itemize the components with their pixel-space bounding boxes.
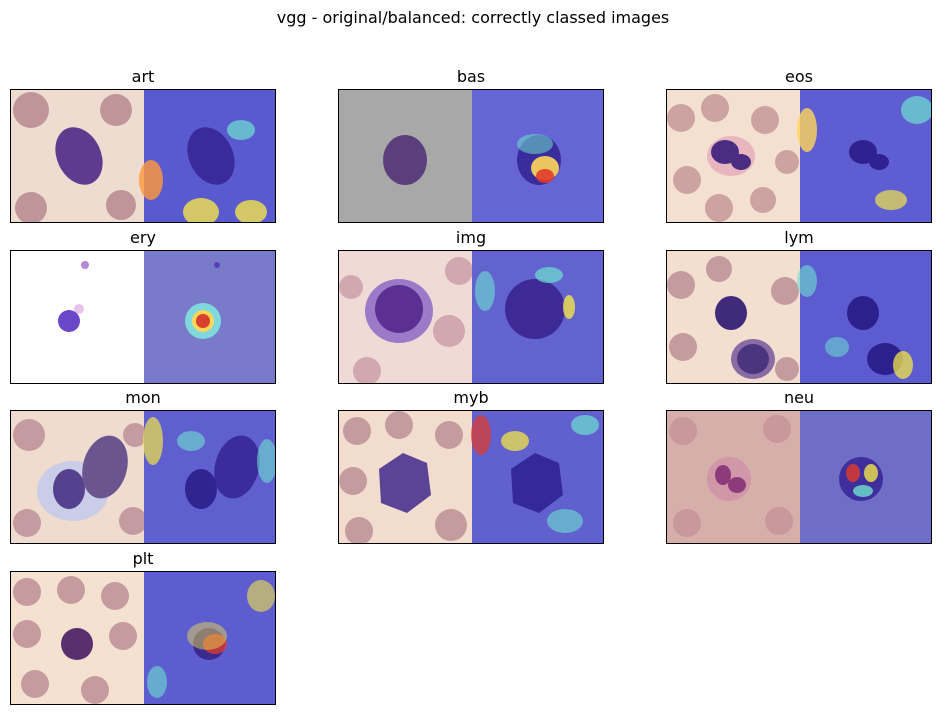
image-pair [10, 410, 276, 544]
cell-image-svg [339, 251, 603, 383]
cell-image-svg [667, 411, 931, 543]
panel-title: img [455, 228, 487, 247]
cell-image-svg [11, 90, 275, 222]
cell-image-svg [667, 90, 931, 222]
panel-title: plt [132, 549, 154, 568]
image-pair [666, 89, 932, 223]
cell-image-svg [339, 90, 603, 222]
cell-image-svg [667, 251, 931, 383]
panel-title: bas [456, 67, 486, 86]
image-pair [338, 410, 604, 544]
panel-title: ery [130, 228, 156, 247]
image-pair [10, 250, 276, 384]
image-pair [666, 410, 932, 544]
panel-title: lym [784, 228, 814, 247]
image-pair [10, 571, 276, 705]
cell-image-svg [11, 251, 275, 383]
panel-title: art [131, 67, 155, 86]
panel-title: neu [783, 388, 815, 407]
cell-image-svg [11, 411, 275, 543]
image-pair [10, 89, 276, 223]
panel-title: myb [453, 388, 489, 407]
image-pair [338, 250, 604, 384]
panel-title: eos [785, 67, 813, 86]
cell-image-svg [11, 572, 275, 704]
panel-title: mon [125, 388, 161, 407]
figure-title: vgg - original/balanced: correctly class… [276, 8, 670, 27]
image-pair [666, 250, 932, 384]
cell-image-svg [339, 411, 603, 543]
image-pair [338, 89, 604, 223]
